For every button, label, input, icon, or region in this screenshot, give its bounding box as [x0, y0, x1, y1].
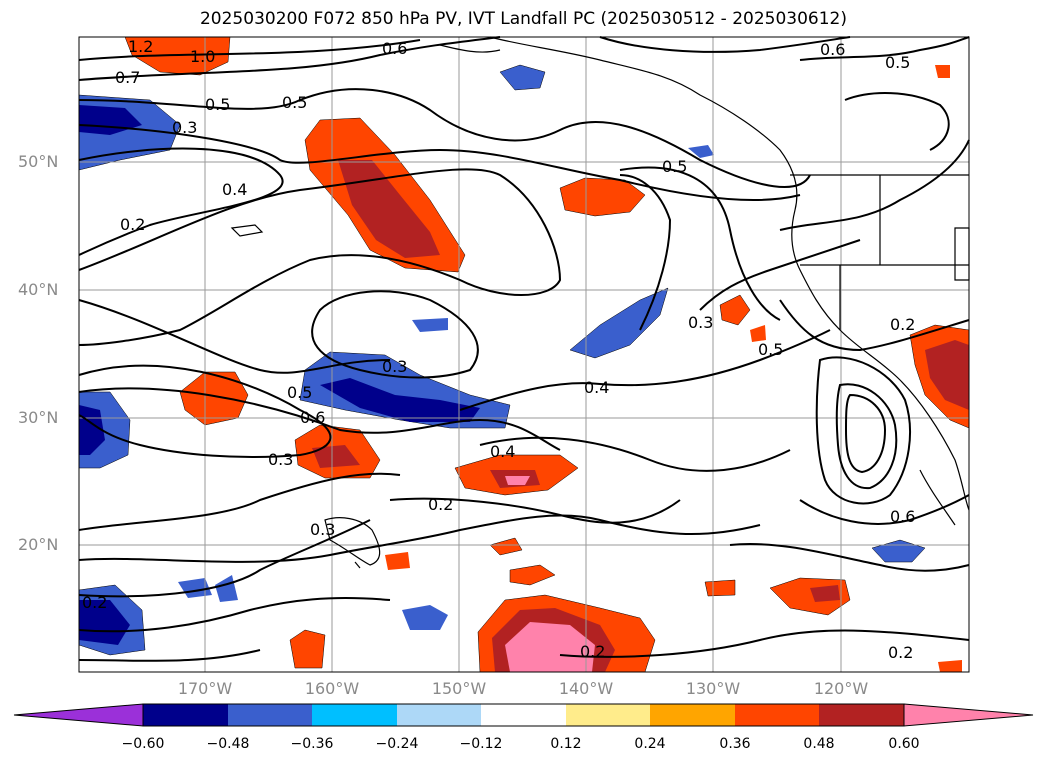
contour-label: 0.5 — [282, 93, 307, 112]
latitude-label: 50°N — [18, 152, 59, 171]
colorbar-segment — [481, 704, 566, 726]
positive-anomaly — [509, 564, 556, 586]
positive-anomaly — [925, 340, 969, 410]
colorbar-tick-label: −0.48 — [206, 736, 250, 752]
positive-anomaly — [289, 629, 326, 669]
latitude-label: 30°N — [18, 408, 59, 427]
longitude-label: 170°W — [177, 679, 233, 698]
contour-label: 0.5 — [287, 383, 312, 402]
positive-anomaly — [559, 177, 646, 217]
longitude-label: 130°W — [685, 679, 741, 698]
map-title: 2025030200 F072 850 hPa PV, IVT Landfall… — [199, 9, 847, 29]
contour-label: 0.6 — [382, 39, 407, 58]
latitude-label: 20°N — [18, 535, 59, 554]
positive-anomaly — [505, 622, 595, 672]
positive-anomaly — [810, 585, 840, 602]
contour-label: 0.2 — [580, 642, 605, 661]
contour-label: 0.4 — [584, 378, 609, 397]
longitude-label: 120°W — [813, 679, 869, 698]
negative-anomaly — [569, 287, 669, 359]
colorbar-segment — [312, 704, 397, 726]
positive-anomaly — [385, 552, 410, 570]
positive-anomaly — [750, 325, 766, 342]
positive-anomaly — [312, 445, 360, 468]
contour-label: 0.2 — [82, 593, 107, 612]
contour-labels: 1.2 1.0 0.7 0.5 0.3 0.4 0.2 0.6 0.5 0.6 … — [82, 37, 915, 662]
positive-anomaly — [179, 371, 249, 426]
pv-shading — [78, 36, 970, 673]
contour-label: 0.4 — [222, 180, 247, 199]
contour-label: 0.2 — [428, 495, 453, 514]
map-frame — [78, 36, 970, 673]
colorbar-extend-high — [903, 703, 1034, 727]
contour-label: 0.6 — [300, 408, 325, 427]
graticule — [79, 37, 969, 672]
contour-label: 0.3 — [688, 313, 713, 332]
longitude-label: 160°W — [304, 679, 360, 698]
colorbar-segment — [650, 704, 735, 726]
colorbar-segment — [228, 704, 312, 726]
contour-label: 0.3 — [382, 357, 407, 376]
colorbar-tick-label: −0.12 — [459, 736, 503, 752]
colorbar-segment — [397, 704, 481, 726]
longitude-label: 150°W — [431, 679, 487, 698]
latitude-label: 40°N — [18, 280, 59, 299]
colorbar-segment — [566, 704, 650, 726]
contour-label: 0.6 — [890, 507, 915, 526]
colorbar-tick-label: 0.60 — [888, 736, 920, 752]
contour-label: 0.2 — [888, 643, 913, 662]
negative-anomaly — [688, 145, 714, 158]
contour-label: 0.3 — [172, 118, 197, 137]
ivt-contours — [78, 36, 970, 662]
colorbar-extend-low — [13, 703, 144, 727]
colorbar-tick-label: 0.24 — [634, 736, 666, 752]
contour-label: 0.4 — [490, 442, 515, 461]
colorbar-tick-label: 0.48 — [803, 736, 835, 752]
negative-anomaly — [412, 318, 448, 332]
negative-anomaly — [402, 605, 448, 630]
positive-anomaly — [938, 660, 962, 672]
contour-label: 0.5 — [205, 95, 230, 114]
positive-anomaly — [935, 65, 950, 78]
contour-label: 0.6 — [820, 40, 845, 59]
contour-label: 1.0 — [190, 47, 215, 66]
colorbar-tick-label: −0.60 — [121, 736, 165, 752]
contour-label: 0.5 — [758, 340, 783, 359]
contour-label: 0.3 — [310, 520, 335, 539]
negative-anomaly — [499, 64, 546, 91]
islands — [230, 224, 381, 569]
positive-anomaly — [489, 537, 523, 556]
contour-label: 0.2 — [120, 215, 145, 234]
colorbar-tick-label: 0.36 — [719, 736, 751, 752]
contour-label: 0.7 — [115, 68, 140, 87]
contour-label: 0.5 — [662, 157, 687, 176]
positive-anomaly — [704, 579, 736, 597]
colorbar-segment — [735, 704, 819, 726]
contour-label: 0.5 — [885, 53, 910, 72]
positive-anomaly — [719, 294, 751, 326]
negative-anomaly — [79, 600, 130, 645]
colorbar-tick-label: −0.24 — [375, 736, 419, 752]
contour-label: 0.3 — [268, 450, 293, 469]
colorbar-tick-label: −0.36 — [290, 736, 334, 752]
positive-anomaly — [505, 476, 530, 485]
colorbar-tick-label: 0.12 — [550, 736, 582, 752]
contour-label: 1.2 — [128, 37, 153, 56]
longitude-label: 140°W — [558, 679, 614, 698]
colorbar-segment — [819, 704, 904, 726]
colorbar-segment — [143, 704, 228, 726]
contour-label: 0.2 — [890, 315, 915, 334]
negative-anomaly — [320, 378, 480, 422]
colorbar — [13, 703, 1034, 727]
positive-anomaly — [338, 160, 440, 258]
